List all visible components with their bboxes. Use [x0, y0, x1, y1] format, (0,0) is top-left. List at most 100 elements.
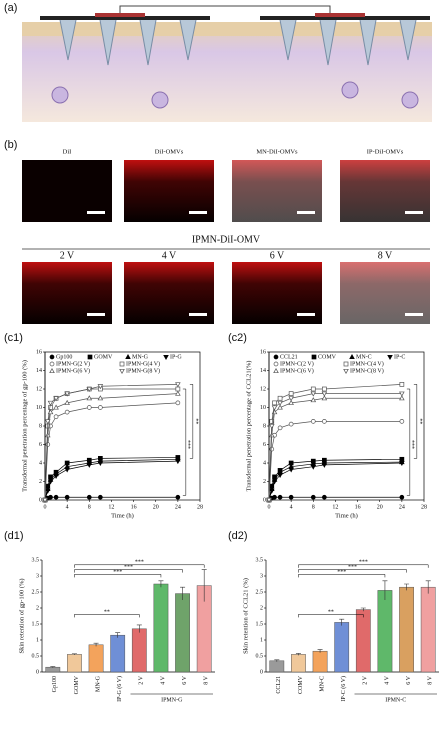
- data-point: [288, 391, 294, 396]
- error-bar: [295, 653, 301, 656]
- data-point: [310, 419, 316, 424]
- data-point: [86, 405, 92, 410]
- error-bar: [180, 586, 186, 600]
- y-tick-label: 0.5: [32, 653, 40, 659]
- image-label: MN-DiI-OMVs: [256, 148, 298, 155]
- sig-label: ***: [359, 560, 368, 566]
- data-point: [47, 400, 54, 406]
- group-label: IPMN-G: [161, 697, 183, 703]
- legend-marker: [49, 361, 55, 367]
- data-point: [53, 414, 59, 420]
- legend-marker: [343, 368, 349, 375]
- data-point: [64, 399, 70, 405]
- group-label: IPMN-DiI-OMV: [192, 234, 261, 245]
- y-tick-label: 1: [260, 637, 263, 643]
- data-point: [97, 384, 104, 390]
- legend-label: MN-C: [356, 354, 372, 360]
- sig-bracket: [74, 614, 140, 618]
- data-point: [53, 494, 59, 500]
- error-bar: [50, 666, 56, 668]
- x-tick-label: 8: [312, 504, 315, 510]
- scale-bar: [405, 211, 423, 214]
- data-point: [175, 400, 181, 406]
- data-point: [310, 386, 316, 392]
- series-line: [44, 393, 178, 501]
- series-line: [268, 393, 402, 501]
- error-bar: [71, 653, 77, 656]
- y-tick-label: 0: [260, 669, 263, 675]
- data-point: [268, 423, 275, 430]
- panel-label: (c1): [4, 332, 23, 344]
- legend-marker: [87, 354, 93, 360]
- legend-marker: [119, 361, 125, 367]
- x-tick-label: 4: [66, 504, 69, 510]
- image-label: 6 V: [270, 250, 285, 261]
- sig-bracket: [298, 564, 429, 568]
- x-tick-label: 4: [290, 504, 293, 510]
- series-line: [44, 384, 178, 501]
- sig-bracket: [74, 564, 205, 568]
- scale-bar: [405, 313, 423, 316]
- legend-marker: [273, 361, 279, 367]
- x-tick-label: 2 V: [139, 675, 145, 684]
- x-tick-label: 12: [108, 504, 114, 510]
- image-label: 2 V: [60, 250, 75, 261]
- scale-bar: [189, 313, 207, 316]
- panel-label: (a): [4, 2, 17, 14]
- image-label: IP-DiI-OMVs: [367, 148, 404, 155]
- data-point: [53, 396, 59, 402]
- data-point: [98, 494, 103, 500]
- data-point: [64, 409, 70, 415]
- x-tick-label: 16: [355, 504, 361, 510]
- y-tick-label: 2: [39, 479, 42, 485]
- legend-marker: [273, 367, 279, 374]
- bar: [153, 583, 169, 673]
- error-bar: [360, 607, 366, 612]
- x-tick-label: GOMV: [74, 675, 80, 694]
- x-tick-label: 16: [131, 504, 137, 510]
- series-line: [44, 458, 178, 501]
- sig-bracket: [298, 574, 386, 578]
- error-bar: [425, 580, 431, 594]
- y-axis-title: Transdermal penetration percentage of CC…: [245, 361, 252, 492]
- data-point: [44, 488, 51, 494]
- error-bar: [201, 569, 207, 602]
- legend-marker: [311, 354, 317, 360]
- data-point: [310, 494, 316, 500]
- data-point: [322, 494, 327, 500]
- error-bar: [404, 583, 410, 591]
- data-point: [97, 395, 104, 401]
- legend-marker: [49, 354, 55, 360]
- legend-marker: [119, 368, 125, 375]
- bar: [334, 622, 350, 673]
- data-point: [399, 395, 405, 401]
- image-label: DiI: [63, 148, 72, 155]
- sig-bracket: [406, 384, 418, 496]
- data-point: [277, 425, 283, 431]
- x-tick-label: CCL21: [276, 676, 282, 694]
- y-tick-label: 4: [263, 460, 266, 466]
- x-tick-label: 8: [88, 504, 91, 510]
- data-point: [266, 497, 272, 504]
- legend-label: IPMN-G(6 V): [56, 367, 90, 374]
- data-point: [288, 467, 294, 473]
- data-point: [399, 419, 405, 424]
- sig-label: ***: [124, 564, 133, 570]
- panel-label: (d1): [4, 530, 24, 542]
- legend-label: IPMN-C(4 V): [350, 360, 384, 367]
- data-point: [47, 479, 54, 485]
- data-point: [48, 494, 53, 500]
- error-bar: [158, 580, 164, 588]
- data-point: [271, 405, 278, 411]
- data-point: [272, 494, 277, 500]
- y-tick-label: 2.5: [256, 589, 264, 595]
- series-line: [44, 402, 178, 501]
- legend-label: IPMN-C(2 V): [280, 360, 314, 367]
- data-point: [175, 382, 181, 388]
- y-tick-label: 0: [263, 497, 266, 503]
- series-line: [268, 384, 402, 501]
- data-point: [48, 405, 53, 410]
- data-point: [288, 396, 294, 402]
- y-tick-label: 0.5: [256, 653, 264, 659]
- legend-label: IP-C: [394, 354, 405, 360]
